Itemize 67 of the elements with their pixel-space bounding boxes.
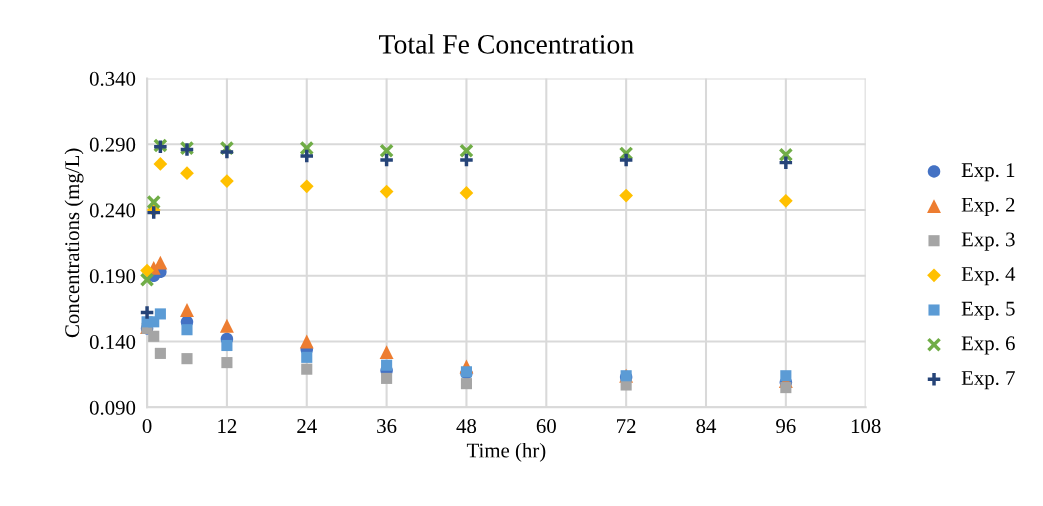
point — [140, 263, 154, 278]
point — [618, 152, 635, 168]
x-tick-label: 84 — [696, 419, 717, 434]
point — [381, 372, 393, 384]
y-axis-title: Concentrations (mg/L) — [64, 148, 84, 338]
point — [221, 357, 233, 369]
y-tick-label: 0.190 — [89, 269, 136, 284]
legend-label: Exp. 2 — [961, 197, 1015, 216]
x-tick-label: 48 — [456, 419, 477, 434]
x-tick-label: 60 — [536, 419, 556, 434]
point — [378, 152, 395, 168]
point — [180, 166, 194, 181]
point — [181, 324, 193, 336]
y-tick-label: 0.140 — [89, 334, 136, 350]
point — [778, 147, 794, 163]
y-tick-label: 0.290 — [89, 137, 136, 152]
point — [153, 157, 168, 171]
chart-title: Total Fe Concentration — [379, 34, 634, 54]
legend-label: Exp. 6 — [961, 336, 1015, 355]
x-axis-title: Time (hr) — [466, 442, 546, 462]
point — [299, 140, 315, 156]
point — [379, 143, 394, 159]
legend-label: Exp. 5 — [961, 301, 1015, 320]
point — [780, 370, 792, 382]
point — [301, 351, 313, 363]
point — [459, 186, 474, 200]
point — [139, 304, 156, 321]
point — [148, 330, 160, 342]
x-tick-label: 0 — [142, 419, 152, 434]
point — [778, 193, 793, 208]
point — [298, 148, 315, 165]
point — [299, 334, 314, 349]
point — [180, 303, 194, 317]
point — [780, 382, 792, 394]
point — [145, 204, 162, 221]
point — [154, 308, 166, 320]
point — [459, 143, 474, 159]
x-tick-label: 96 — [776, 419, 796, 434]
legend-label: Exp. 4 — [961, 267, 1016, 286]
legend-label: Exp. 7 — [961, 371, 1015, 390]
legend-label: Exp. 1 — [961, 163, 1015, 182]
point — [301, 363, 313, 375]
x-tick-label: 24 — [297, 419, 317, 433]
point — [219, 318, 234, 333]
point — [221, 339, 233, 352]
point — [139, 272, 155, 288]
point — [146, 194, 162, 210]
point — [153, 255, 168, 270]
x-tick-label: 72 — [617, 419, 636, 433]
point — [379, 345, 394, 360]
y-tick-label: 0.240 — [89, 203, 136, 218]
point — [299, 179, 314, 194]
legend-label: Exp. 3 — [961, 232, 1015, 251]
x-tick-label: 12 — [218, 419, 237, 433]
x-tick-label: 36 — [377, 419, 397, 434]
y-tick-label: 0.090 — [89, 400, 136, 415]
point — [777, 154, 794, 171]
y-tick-label: 0.340 — [89, 71, 136, 86]
point — [154, 347, 166, 359]
point — [619, 188, 634, 203]
point — [460, 378, 473, 390]
point — [379, 184, 394, 199]
point — [181, 353, 193, 365]
point — [218, 144, 235, 161]
point — [458, 152, 475, 168]
x-tick-label: 108 — [851, 419, 881, 434]
point — [381, 359, 393, 371]
